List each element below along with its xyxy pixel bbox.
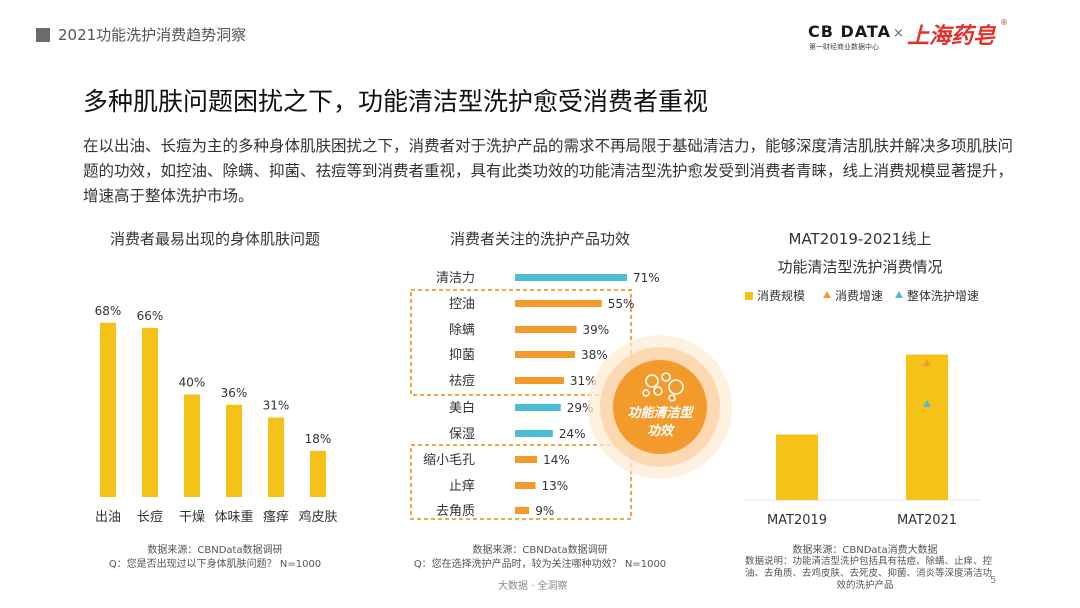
intro-paragraph: 在以出油、长痘为主的多种身体肌肤困扰之下，消费者对于洗护产品的需求不再局限于基础…: [83, 137, 1014, 205]
chart3-title-line-2: 功能清洁型洗护消费情况: [777, 258, 943, 276]
efficacy-value-label: 9%: [535, 504, 554, 518]
efficacy-value-label: 39%: [583, 323, 610, 337]
efficacy-group-box-1: [410, 289, 632, 396]
chart3-source-line-4: 效的洗护产品: [836, 580, 894, 591]
bar-瘙痒: [268, 417, 284, 497]
header-square-icon: [36, 28, 50, 42]
efficacy-value-label: 38%: [581, 348, 608, 362]
category-label: 鸡皮肤: [298, 509, 337, 525]
badge-circle: [613, 360, 707, 454]
bar-value-label: 31%: [263, 399, 290, 413]
legend-label: 整体洗护增速: [907, 288, 979, 303]
chart1-title: 消费者最易出现的身体肌肤问题: [109, 230, 320, 248]
chart2-source-line-2: Q：您在选择洗护产品时，较为关注哪种功效？ N=1000: [413, 559, 667, 570]
bar-MAT2021: [906, 354, 948, 500]
efficacy-bar-除螨: [515, 326, 577, 333]
efficacy-label: 祛痘: [449, 373, 475, 389]
efficacy-label: 美白: [449, 400, 475, 416]
category-label: 干燥: [179, 510, 205, 525]
legend-swatch-整体洗护增速: [895, 291, 903, 298]
page-headline: 多种肌肤问题困扰之下，功能清洁型洗护愈受消费者重视: [83, 87, 709, 116]
efficacy-value-label: 29%: [567, 401, 594, 415]
bar-MAT2019: [776, 434, 818, 500]
bar-value-label: 66%: [137, 309, 164, 323]
marker-消费增速: [923, 359, 931, 367]
marker-整体洗护增速: [923, 400, 931, 407]
bar-出油: [100, 322, 116, 497]
legend-swatch-消费规模: [745, 292, 753, 300]
chart3-source-line-1: 数据来源：CBNData消费大数据: [792, 545, 938, 556]
bubble-icon: [668, 394, 676, 402]
efficacy-bar-缩小毛孔: [515, 456, 538, 463]
category-label: 瘙痒: [263, 509, 289, 525]
bubble-icon: [661, 372, 671, 382]
page-number: 5: [990, 575, 997, 586]
efficacy-bar-止痒: [515, 482, 536, 489]
chart2-title: 消费者关注的洗护产品功效: [449, 230, 630, 248]
bubble-icon: [645, 374, 659, 388]
category-label: MAT2019: [767, 513, 827, 528]
legend-label: 消费增速: [835, 289, 883, 303]
chart2-source-line-1: 数据来源：CBNData数据调研: [472, 545, 608, 556]
report-title: 2021功能洗护消费趋势洞察: [58, 26, 247, 44]
logo-separator: ×: [893, 26, 904, 41]
category-label: MAT2021: [897, 513, 957, 528]
bubble-icon: [653, 386, 663, 396]
efficacy-label: 清洁力: [436, 271, 475, 286]
chart1-source-line-2: Q：您是否出现过以下身体肌肤问题？ N=1000: [108, 559, 322, 570]
efficacy-value-label: 55%: [608, 297, 635, 311]
efficacy-bar-清洁力: [515, 274, 627, 281]
cbndata-logo-subtitle: 第一财经商业数据中心: [809, 43, 879, 51]
efficacy-bar-控油: [515, 300, 602, 307]
category-label: 长痘: [137, 510, 163, 525]
category-label: 出油: [95, 510, 121, 525]
efficacy-label: 去角质: [436, 504, 475, 519]
badge-label-line-1: 功能清洁型: [627, 405, 694, 421]
bubble-icon: [642, 389, 650, 397]
efficacy-value-label: 31%: [570, 374, 597, 388]
efficacy-label: 控油: [449, 297, 475, 312]
bubble-icon: [668, 379, 684, 395]
legend-swatch-消费增速: [823, 291, 831, 298]
efficacy-label: 止痒: [449, 478, 475, 494]
footer-brand: 大数据 · 全洞察: [498, 581, 568, 592]
bar-value-label: 40%: [179, 376, 206, 390]
chart3-source-line-2: 数据说明：功能清洁型洗护包括具有祛痘、除螨、止痒、控: [745, 556, 993, 567]
efficacy-bar-抑菌: [515, 351, 575, 358]
registered-mark: ®: [1000, 18, 1008, 27]
category-label: 体味重: [214, 509, 253, 525]
efficacy-value-label: 71%: [633, 271, 660, 285]
efficacy-value-label: 14%: [543, 453, 570, 467]
efficacy-bar-保湿: [515, 430, 553, 437]
legend-label: 消费规模: [757, 288, 805, 303]
badge-label-line-2: 功效: [647, 423, 675, 439]
efficacy-label: 除螨: [449, 323, 475, 338]
efficacy-bar-美白: [515, 404, 561, 411]
partner-logo: 上海药皂: [907, 24, 996, 49]
chart3-title-line-1: MAT2019-2021线上: [788, 230, 932, 248]
bar-长痘: [142, 327, 158, 497]
bar-体味重: [226, 404, 242, 497]
efficacy-value-label: 13%: [542, 479, 569, 493]
chart3-source-line-3: 油、去角质、去鸡皮肤、去死皮、抑菌、消炎等深度清洁功: [745, 568, 993, 579]
efficacy-label: 缩小毛孔: [423, 452, 475, 468]
bar-value-label: 36%: [221, 386, 248, 400]
bar-鸡皮肤: [310, 450, 326, 497]
efficacy-label: 抑菌: [449, 348, 475, 363]
chart1-source-line-1: 数据来源：CBNData数据调研: [147, 545, 283, 556]
bar-value-label: 68%: [95, 304, 122, 318]
efficacy-label: 保湿: [449, 427, 475, 442]
skin-problems-chart: 68% 出油 66% 长痘 40% 干燥 36% 体味重 31% 瘙痒 18% 鸡皮肤: [95, 304, 338, 525]
bar-value-label: 18%: [305, 432, 332, 446]
bar-干燥: [184, 394, 200, 497]
cbndata-logo: CB DATA: [808, 22, 891, 41]
product-efficacy-chart: 清洁力 71% 控油 55% 除螨 39% 抑菌 38% 祛痘 31% 美白 29% 保湿 24% 缩小毛孔…: [410, 271, 732, 520]
consumption-chart: 消费规模 消费增速 整体洗护增速 MAT2019 MAT2021: [745, 288, 980, 528]
efficacy-value-label: 24%: [559, 427, 586, 441]
efficacy-bar-去角质: [515, 507, 530, 514]
efficacy-bar-祛痘: [515, 377, 564, 384]
